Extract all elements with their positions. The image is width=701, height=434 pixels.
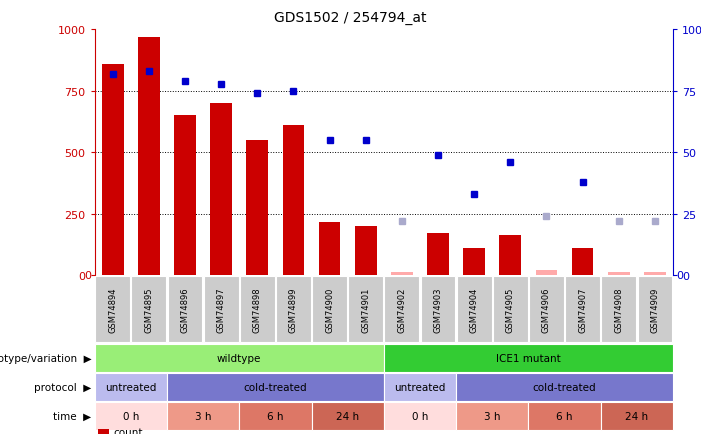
Text: GSM74894: GSM74894 xyxy=(108,286,117,332)
Text: 6 h: 6 h xyxy=(267,411,284,421)
Text: 0 h: 0 h xyxy=(123,411,139,421)
Bar xyxy=(247,141,268,276)
Text: GSM74903: GSM74903 xyxy=(433,286,442,332)
Text: GSM74901: GSM74901 xyxy=(361,286,370,332)
Text: genotype/variation  ▶: genotype/variation ▶ xyxy=(0,353,91,363)
Bar xyxy=(138,38,160,276)
Text: GSM74897: GSM74897 xyxy=(217,286,226,332)
Text: GSM74904: GSM74904 xyxy=(470,286,479,332)
Text: GSM74895: GSM74895 xyxy=(144,286,154,332)
Text: 0: 0 xyxy=(84,271,91,280)
Bar xyxy=(102,65,123,276)
Text: GSM74900: GSM74900 xyxy=(325,286,334,332)
Text: 24 h: 24 h xyxy=(336,411,359,421)
Text: untreated: untreated xyxy=(394,382,446,392)
Text: GSM74905: GSM74905 xyxy=(506,286,515,332)
Text: ICE1 mutant: ICE1 mutant xyxy=(496,353,561,363)
Text: GSM74902: GSM74902 xyxy=(397,286,407,332)
Bar xyxy=(499,235,521,276)
Text: 6 h: 6 h xyxy=(557,411,573,421)
Text: 0: 0 xyxy=(676,271,683,280)
Text: count: count xyxy=(114,427,143,434)
Text: protocol  ▶: protocol ▶ xyxy=(34,382,91,392)
Bar xyxy=(319,223,341,276)
Bar xyxy=(391,272,413,276)
Bar xyxy=(427,234,449,276)
Bar xyxy=(608,272,629,276)
Text: time  ▶: time ▶ xyxy=(53,411,91,421)
Bar xyxy=(463,249,485,276)
Text: GSM74908: GSM74908 xyxy=(614,286,623,332)
Bar xyxy=(572,249,594,276)
Bar xyxy=(283,126,304,276)
Text: 3 h: 3 h xyxy=(484,411,501,421)
Text: GDS1502 / 254794_at: GDS1502 / 254794_at xyxy=(274,11,427,25)
Bar xyxy=(536,271,557,276)
Text: 24 h: 24 h xyxy=(625,411,648,421)
Bar xyxy=(210,104,232,276)
Bar xyxy=(355,227,376,276)
Bar xyxy=(644,272,666,276)
Text: 3 h: 3 h xyxy=(195,411,211,421)
Text: GSM74907: GSM74907 xyxy=(578,286,587,332)
Text: untreated: untreated xyxy=(105,382,156,392)
Text: GSM74909: GSM74909 xyxy=(651,286,660,332)
Bar xyxy=(174,116,196,276)
Text: GSM74899: GSM74899 xyxy=(289,286,298,332)
Text: 0 h: 0 h xyxy=(411,411,428,421)
Text: cold-treated: cold-treated xyxy=(533,382,597,392)
Text: GSM74896: GSM74896 xyxy=(180,286,189,332)
Text: cold-treated: cold-treated xyxy=(243,382,307,392)
Text: wildtype: wildtype xyxy=(217,353,261,363)
Text: GSM74898: GSM74898 xyxy=(253,286,261,332)
Text: GSM74906: GSM74906 xyxy=(542,286,551,332)
